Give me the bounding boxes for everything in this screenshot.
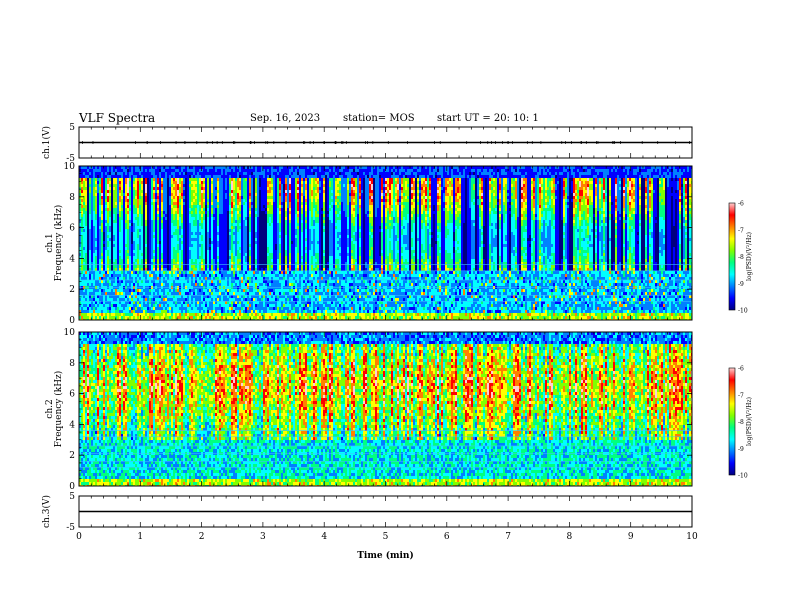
ch2-spectrogram-ylabel-frequency: Frequency (kHz) bbox=[53, 371, 64, 448]
x-tick-label: 1 bbox=[137, 532, 143, 542]
ch2-spectrogram-colorbar bbox=[728, 367, 736, 476]
ch2-spectrogram-colorbar-tick-label: -8 bbox=[738, 419, 744, 426]
spectrogram-image bbox=[79, 166, 692, 320]
ch1-voltage-ylabel: ch.1(V) bbox=[41, 126, 52, 159]
ch2-spectrogram-tick-label: 2 bbox=[69, 451, 75, 461]
x-tick-label: 7 bbox=[505, 532, 511, 542]
x-tick-label: 4 bbox=[321, 532, 327, 542]
ch1-spectrogram-colorbar bbox=[728, 202, 736, 311]
x-tick-label: 9 bbox=[628, 532, 634, 542]
x-tick-label: 2 bbox=[199, 532, 205, 542]
ch2-spectrogram-tick-label: 6 bbox=[69, 390, 75, 400]
ch1-spectrogram-colorbar-tick-label: -8 bbox=[738, 254, 744, 261]
station-label: station= MOS bbox=[343, 113, 415, 124]
ch1-spectrogram-tick-label: 4 bbox=[69, 254, 75, 264]
ch1-spectrogram-colorbar-tick-label: -7 bbox=[738, 227, 744, 234]
ch1-spectrogram-ylabel-frequency: Frequency (kHz) bbox=[53, 205, 64, 282]
ch1-spectrogram-tick-label: 0 bbox=[69, 316, 75, 326]
ch3-voltage-ylabel: ch.3(V) bbox=[41, 495, 52, 528]
x-tick-label: 5 bbox=[383, 532, 389, 542]
ch2-spectrogram-colorbar-tick-label: -9 bbox=[738, 446, 744, 453]
ch1-voltage-tick-label: 5 bbox=[69, 123, 75, 133]
ch2-spectrogram-tick-label: 0 bbox=[69, 482, 75, 492]
ch3-voltage-tick-label: -5 bbox=[66, 523, 75, 533]
ch1-spectrogram-colorbar-label: log(PSD)(V²/Hz) bbox=[746, 232, 753, 281]
spectrogram-image bbox=[79, 332, 692, 486]
x-tick-label: 10 bbox=[686, 532, 698, 542]
x-tick-label: 6 bbox=[444, 532, 450, 542]
ch1-voltage-tick-label: -5 bbox=[66, 154, 75, 164]
ch1-spectrogram-colorbar-tick-label: -10 bbox=[738, 308, 748, 315]
start-time-label: start UT = 20: 10: 1 bbox=[437, 113, 539, 124]
ch1-spectrogram-colorbar-tick-label: -9 bbox=[738, 281, 744, 288]
ch1-spectrogram-ylabel-channel: ch.1 bbox=[45, 233, 55, 252]
x-axis-label: Time (min) bbox=[357, 550, 414, 561]
figure-title: VLF Spectra bbox=[79, 111, 155, 125]
x-tick-label: 8 bbox=[567, 532, 573, 542]
ch1-spectrogram-tick-label: 2 bbox=[69, 285, 75, 295]
ch2-spectrogram-colorbar-tick-label: -10 bbox=[738, 473, 748, 480]
ch2-spectrogram-colorbar-tick-label: -6 bbox=[738, 366, 744, 373]
ch1-spectrogram-tick-label: 10 bbox=[64, 162, 76, 172]
ch2-spectrogram-ylabel-channel: ch.2 bbox=[45, 399, 55, 418]
x-tick-label: 0 bbox=[76, 532, 82, 542]
ch1-spectrogram-tick-label: 6 bbox=[69, 224, 75, 234]
ch2-spectrogram-colorbar-tick-label: -7 bbox=[738, 392, 744, 399]
ch1-spectrogram-tick-label: 8 bbox=[69, 193, 75, 203]
x-tick-label: 3 bbox=[260, 532, 266, 542]
ch1-spectrogram-colorbar-tick-label: -6 bbox=[738, 201, 744, 208]
ch3-voltage-tick-label: 5 bbox=[69, 492, 75, 502]
date-label: Sep. 16, 2023 bbox=[250, 113, 320, 124]
ch2-spectrogram-colorbar-label: log(PSD)(V²/Hz) bbox=[746, 397, 753, 446]
ch2-spectrogram-tick-label: 10 bbox=[64, 328, 76, 338]
ch2-spectrogram-tick-label: 8 bbox=[69, 359, 75, 369]
ch2-spectrogram-tick-label: 4 bbox=[69, 420, 75, 430]
